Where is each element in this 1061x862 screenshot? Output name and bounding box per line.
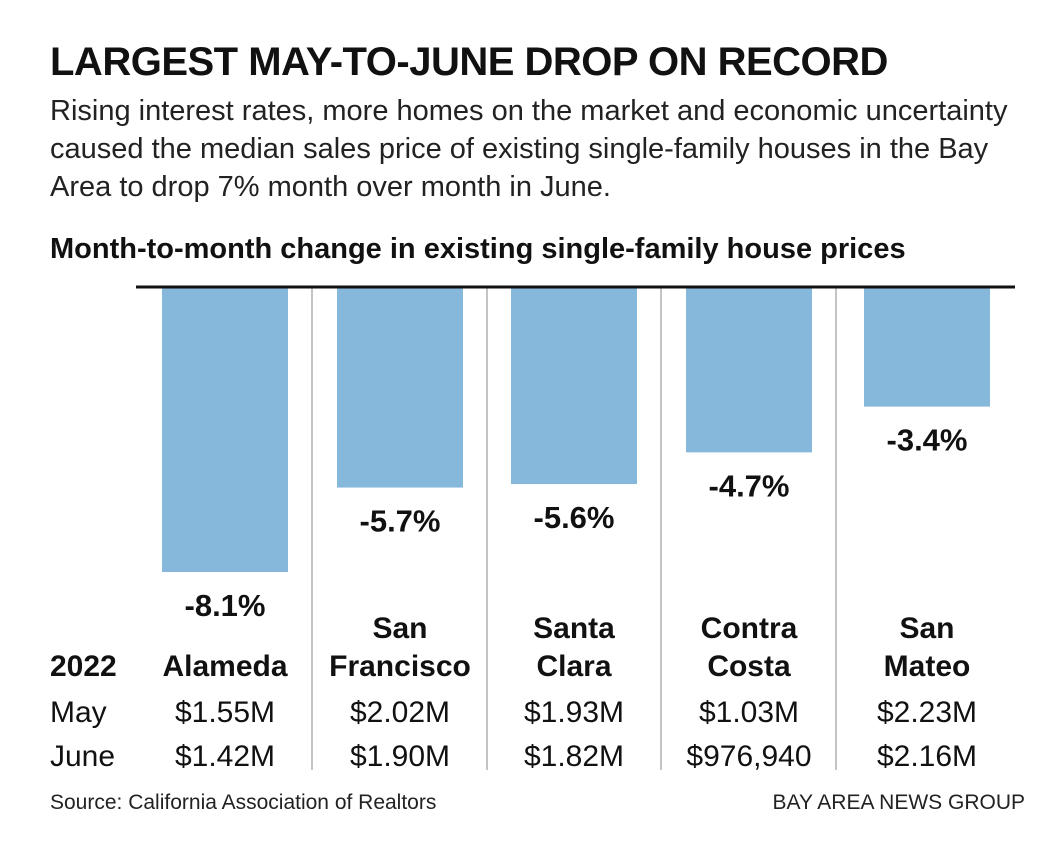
price-may-5: $2.23M	[877, 696, 977, 729]
value-label-4: -4.7%	[709, 468, 790, 503]
price-june-1: $1.42M	[175, 740, 275, 773]
bar-2	[337, 287, 463, 488]
bar-3	[511, 287, 637, 485]
price-june-2: $1.90M	[350, 740, 450, 773]
chart-headline: LARGEST MAY-TO-JUNE DROP ON RECORD	[50, 40, 888, 84]
price-june-5: $2.16M	[877, 740, 977, 773]
value-label-2: -5.7%	[360, 504, 441, 539]
row-label-june: June	[50, 740, 115, 773]
category-label-2-line-1: San	[372, 612, 427, 645]
value-label-1: -8.1%	[185, 588, 266, 623]
table-year-header: 2022	[50, 650, 117, 683]
price-may-4: $1.03M	[699, 696, 799, 729]
bar-5	[864, 287, 990, 407]
publisher-credit: BAY AREA NEWS GROUP	[772, 791, 1025, 814]
chart-title: Month-to-month change in existing single…	[50, 233, 906, 265]
category-label-3-line-1: Santa	[533, 612, 615, 645]
category-label-2-line-2: Francisco	[329, 650, 471, 683]
price-may-1: $1.55M	[175, 696, 275, 729]
category-label-4-line-2: Costa	[707, 650, 791, 683]
category-label-5-line-1: San	[899, 612, 954, 645]
price-may-3: $1.93M	[524, 696, 624, 729]
bar-1	[162, 287, 288, 572]
category-label-3-line-2: Clara	[536, 650, 611, 683]
category-label-1-line-1: Alameda	[162, 650, 287, 683]
source-note: Source: California Association of Realto…	[50, 791, 437, 814]
value-label-3: -5.6%	[534, 500, 615, 535]
price-june-4: $976,940	[686, 740, 811, 773]
row-label-may: May	[50, 696, 107, 729]
value-label-5: -3.4%	[887, 423, 968, 458]
category-label-5-line-2: Mateo	[884, 650, 971, 683]
chart-subtitle: Rising interest rates, more homes on the…	[50, 95, 1008, 203]
category-label-4-line-1: Contra	[701, 612, 798, 645]
price-june-3: $1.82M	[524, 740, 624, 773]
bar-4	[686, 287, 812, 453]
price-may-2: $2.02M	[350, 696, 450, 729]
